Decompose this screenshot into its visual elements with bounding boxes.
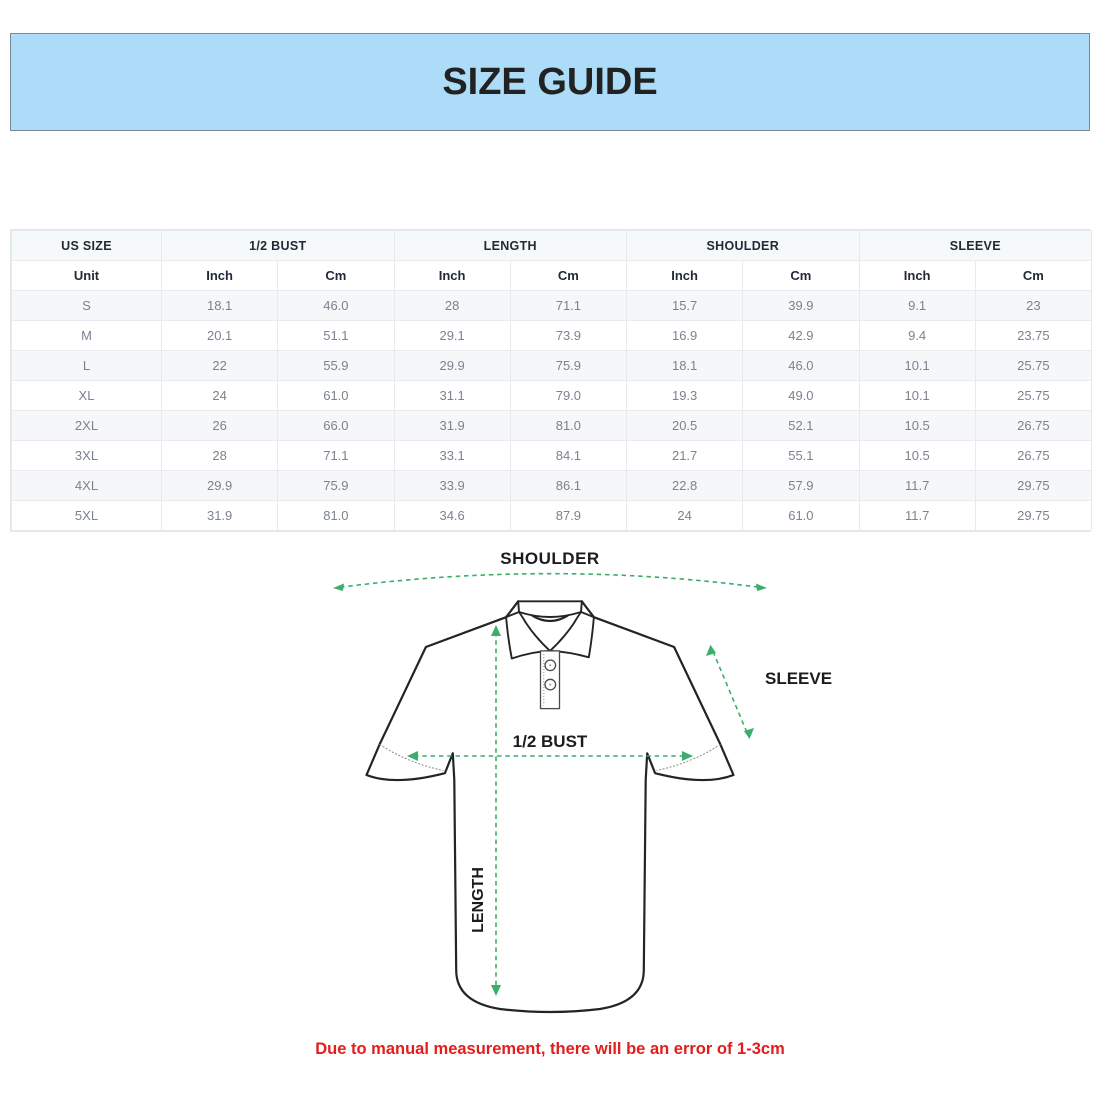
svg-text:SLEEVE: SLEEVE bbox=[765, 669, 832, 688]
svg-text:1/2 BUST: 1/2 BUST bbox=[513, 732, 588, 751]
svg-text:SHOULDER: SHOULDER bbox=[500, 550, 599, 568]
svg-text:LENGTH: LENGTH bbox=[470, 867, 487, 933]
